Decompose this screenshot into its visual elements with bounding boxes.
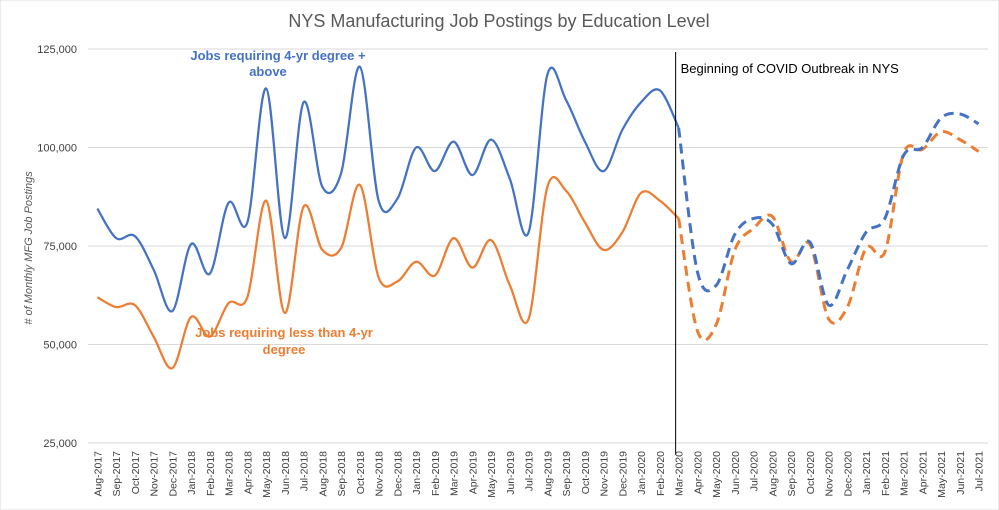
x-tick-label: Sep-2017 — [111, 451, 123, 497]
x-tick-label: Sep-2018 — [336, 451, 348, 497]
x-tick-label: Jul-2018 — [299, 451, 311, 491]
x-tick-label: Aug-2020 — [767, 451, 779, 497]
x-tick-label: Jul-2021 — [974, 451, 986, 491]
series-line-less-4yr-dashed — [677, 129, 980, 342]
x-tick-label: Feb-2019 — [430, 451, 442, 496]
annotation-4yr-line1: Jobs requiring 4-yr degree + — [190, 48, 366, 63]
x-tick-label: Apr-2018 — [242, 451, 254, 494]
x-tick-label: Dec-2020 — [842, 451, 854, 497]
x-tick-label: Jun-2021 — [955, 451, 967, 495]
x-tick-label: Jan-2019 — [411, 451, 423, 495]
x-tick-label: Jun-2020 — [730, 451, 742, 495]
x-tick-label: Mar-2020 — [674, 451, 686, 496]
annotation-less-4yr-line2: degree — [263, 342, 306, 357]
x-tick-label: Mar-2019 — [449, 451, 461, 496]
y-axis-label: # of Monthly MFG Job Postings — [23, 171, 35, 325]
x-tick-label: Apr-2019 — [467, 451, 479, 494]
annotation-4yr-line2: above — [249, 64, 287, 79]
series-line-less-4yr-solid — [96, 176, 680, 370]
x-tick-label: Mar-2021 — [899, 451, 911, 496]
x-tick-label: Aug-2019 — [542, 451, 554, 497]
series-line-4yr-plus-solid — [96, 65, 680, 313]
x-tick-label: Oct-2019 — [580, 451, 592, 494]
y-tick-label: 50,000 — [43, 340, 77, 352]
x-tick-label: Dec-2018 — [392, 451, 404, 497]
x-tick-label: Jun-2018 — [280, 451, 292, 495]
x-tick-label: Jan-2020 — [636, 451, 648, 495]
x-tick-label: Aug-2017 — [92, 451, 104, 497]
x-tick-label: Apr-2020 — [692, 451, 704, 494]
x-tick-label: Oct-2020 — [805, 451, 817, 494]
x-tick-label: Dec-2019 — [617, 451, 629, 497]
x-tick-label: Feb-2021 — [880, 451, 892, 496]
chart-title: NYS Manufacturing Job Postings by Educat… — [288, 11, 709, 31]
x-tick-label: May-2019 — [486, 451, 498, 498]
y-tick-label: 75,000 — [43, 241, 77, 253]
x-tick-label: Sep-2019 — [561, 451, 573, 497]
x-tick-label: Aug-2018 — [317, 451, 329, 497]
y-tick-label: 125,000 — [37, 44, 77, 56]
x-tick-label: Jul-2020 — [749, 451, 761, 491]
x-tick-label: May-2021 — [936, 451, 948, 498]
x-tick-label: Jul-2019 — [524, 451, 536, 491]
x-tick-label: Oct-2017 — [130, 451, 142, 494]
x-tick-label: Apr-2021 — [917, 451, 929, 494]
x-axis-ticks: Aug-2017 Sep-2017 Oct-2017 Nov-2017 Dec-2017… — [92, 451, 985, 498]
x-tick-label: Nov-2019 — [599, 451, 611, 497]
x-tick-label: Mar-2018 — [224, 451, 236, 496]
x-tick-label: May-2018 — [261, 451, 273, 498]
x-tick-label: Jan-2021 — [861, 451, 873, 495]
x-tick-label: Jan-2018 — [186, 451, 198, 495]
x-tick-label: Nov-2018 — [374, 451, 386, 497]
annotation-covid-outbreak: Beginning of COVID Outbreak in NYS — [681, 61, 900, 76]
annotation-less-4yr-line1: Jobs requiring less than 4-yr — [195, 325, 373, 340]
series-lines — [96, 65, 980, 370]
y-axis-ticks: 25,000 50,000 75,000 100,000 125,000 — [37, 44, 77, 450]
x-tick-label: Oct-2018 — [355, 451, 367, 494]
y-tick-label: 25,000 — [43, 438, 77, 450]
y-tick-label: 100,000 — [37, 143, 77, 155]
x-tick-label: May-2020 — [711, 451, 723, 498]
x-tick-label: Feb-2020 — [655, 451, 667, 496]
x-tick-label: Nov-2020 — [824, 451, 836, 497]
x-tick-label: Dec-2017 — [167, 451, 179, 497]
x-tick-label: Jun-2019 — [505, 451, 517, 495]
x-tick-label: Feb-2018 — [205, 451, 217, 496]
x-tick-label: Nov-2017 — [149, 451, 161, 497]
x-tick-label: Sep-2020 — [786, 451, 798, 497]
